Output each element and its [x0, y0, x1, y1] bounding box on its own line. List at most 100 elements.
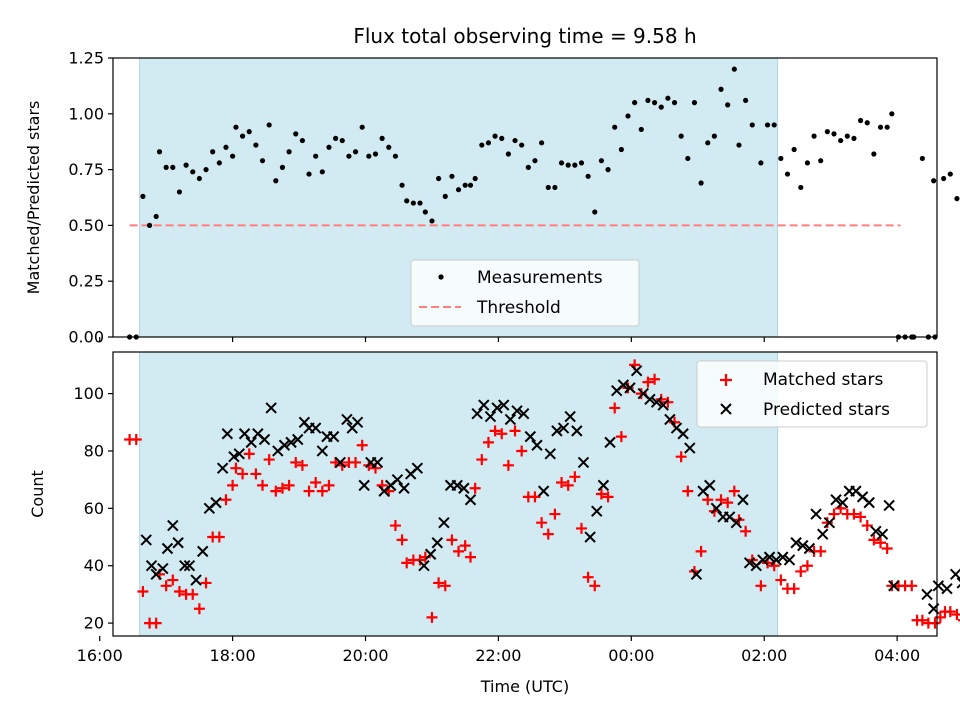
predicted-star-point — [316, 445, 329, 457]
predicted-star-point — [823, 516, 836, 529]
matched-star-point — [569, 471, 581, 483]
predicted-star-point — [190, 574, 202, 586]
matched-star-point — [230, 462, 242, 474]
legend-threshold-label: Threshold — [476, 298, 561, 318]
measurement-point — [472, 175, 478, 182]
measurement-point — [404, 198, 410, 204]
matched-star-point — [682, 485, 694, 497]
matched-star-point — [855, 511, 867, 523]
matched-star-point — [150, 617, 162, 629]
measurement-point — [725, 102, 731, 108]
predicted-star-point — [418, 560, 430, 572]
measurement-point — [711, 133, 717, 139]
matched-star-point — [250, 468, 262, 480]
bottom-xtick-label: 04:00 — [874, 646, 920, 665]
measurement-point — [170, 164, 176, 170]
predicted-star-point — [531, 439, 543, 451]
predicted-star-point — [830, 494, 842, 506]
measurement-point — [784, 171, 791, 177]
matched-star-point — [396, 534, 408, 546]
top-axes: 0.00 0.25 0.50 0.75 1.00 1.25 — [68, 49, 938, 347]
predicted-star-point — [932, 580, 945, 592]
measurement-point — [552, 184, 558, 191]
predicted-star-point — [424, 548, 437, 560]
measurement-point — [736, 142, 742, 148]
measurement-points — [127, 66, 960, 340]
predicted-star-point — [810, 508, 822, 520]
measurement-point — [532, 158, 538, 164]
matched-star-point — [609, 402, 621, 414]
matched-star-point — [459, 540, 471, 552]
matched-star-point — [270, 485, 282, 497]
measurement-point — [467, 182, 474, 188]
predicted-star-point — [309, 422, 322, 434]
predicted-star-point — [278, 439, 291, 451]
matched-star-point — [401, 557, 413, 569]
matched-star-point — [944, 606, 956, 618]
measurement-point — [764, 122, 771, 128]
predicted-star-point — [478, 399, 490, 411]
matched-star-point — [310, 477, 322, 489]
measurement-point — [889, 111, 895, 117]
predicted-star-point — [710, 502, 723, 515]
predicted-star-point — [630, 364, 643, 377]
matched-star-point — [426, 611, 438, 623]
predicted-star-point — [921, 588, 933, 601]
predicted-star-point — [265, 402, 277, 414]
predicted-star-point — [431, 537, 443, 549]
predicted-star-point — [743, 557, 756, 569]
predicted-star-point — [624, 382, 636, 394]
measurement-point — [246, 129, 252, 135]
predicted-star-point — [763, 551, 776, 563]
measurement-point — [558, 160, 565, 166]
measurement-point — [525, 164, 531, 170]
matched-star-point — [795, 565, 807, 577]
predicted-star-point — [228, 450, 240, 463]
measurement-point — [146, 222, 153, 228]
predicted-star-point — [684, 442, 696, 454]
matched-star-point — [237, 468, 249, 480]
matched-star-point — [695, 545, 707, 557]
measurement-point — [253, 142, 259, 148]
top-ytick-label: 1.25 — [68, 49, 104, 68]
top-frame — [112, 57, 938, 338]
measurement-point — [791, 146, 797, 153]
matched-star-point — [433, 577, 445, 589]
predicted-star-point — [471, 407, 483, 420]
matched-star-point — [549, 508, 561, 520]
predicted-star-point — [398, 482, 410, 494]
matched-star-point — [556, 477, 568, 489]
bottom-xtick-label: 00:00 — [608, 646, 654, 665]
measurement-point — [811, 133, 817, 139]
measurement-point — [279, 164, 286, 170]
bottom-xtick-label: 18:00 — [210, 646, 256, 665]
predicted-star-point — [327, 430, 340, 443]
predicted-star-point — [183, 560, 196, 572]
measurement-point — [512, 137, 518, 144]
top-ytick-label: 0.75 — [68, 160, 104, 179]
matched-star-point — [881, 543, 893, 555]
measurement-point — [592, 209, 598, 215]
predicted-star-point — [391, 473, 404, 486]
predicted-star-point — [358, 479, 370, 492]
bottom-ytick-label: 100 — [73, 384, 104, 403]
matched-star-point — [906, 580, 918, 592]
matched-star-point — [465, 551, 477, 563]
measurement-point — [877, 124, 884, 130]
x-axis-label: Time (UTC) — [480, 677, 569, 696]
measurement-point — [618, 146, 624, 153]
measurement-point — [818, 158, 824, 164]
bottom-ytick-label: 20 — [84, 614, 104, 633]
legend-predicted-marker — [720, 403, 732, 415]
bottom-y-axis-label: Count — [28, 470, 47, 518]
measurement-point — [651, 100, 658, 106]
matched-star-point — [213, 531, 225, 543]
measurement-point — [671, 100, 678, 106]
predicted-star-point — [140, 534, 152, 546]
matched-star-point — [290, 456, 302, 468]
measurement-point — [140, 193, 146, 199]
top-ytick-label: 0.25 — [68, 272, 104, 291]
measurement-point — [731, 66, 737, 72]
predicted-star-point — [888, 580, 900, 592]
predicted-star-point — [498, 399, 510, 411]
